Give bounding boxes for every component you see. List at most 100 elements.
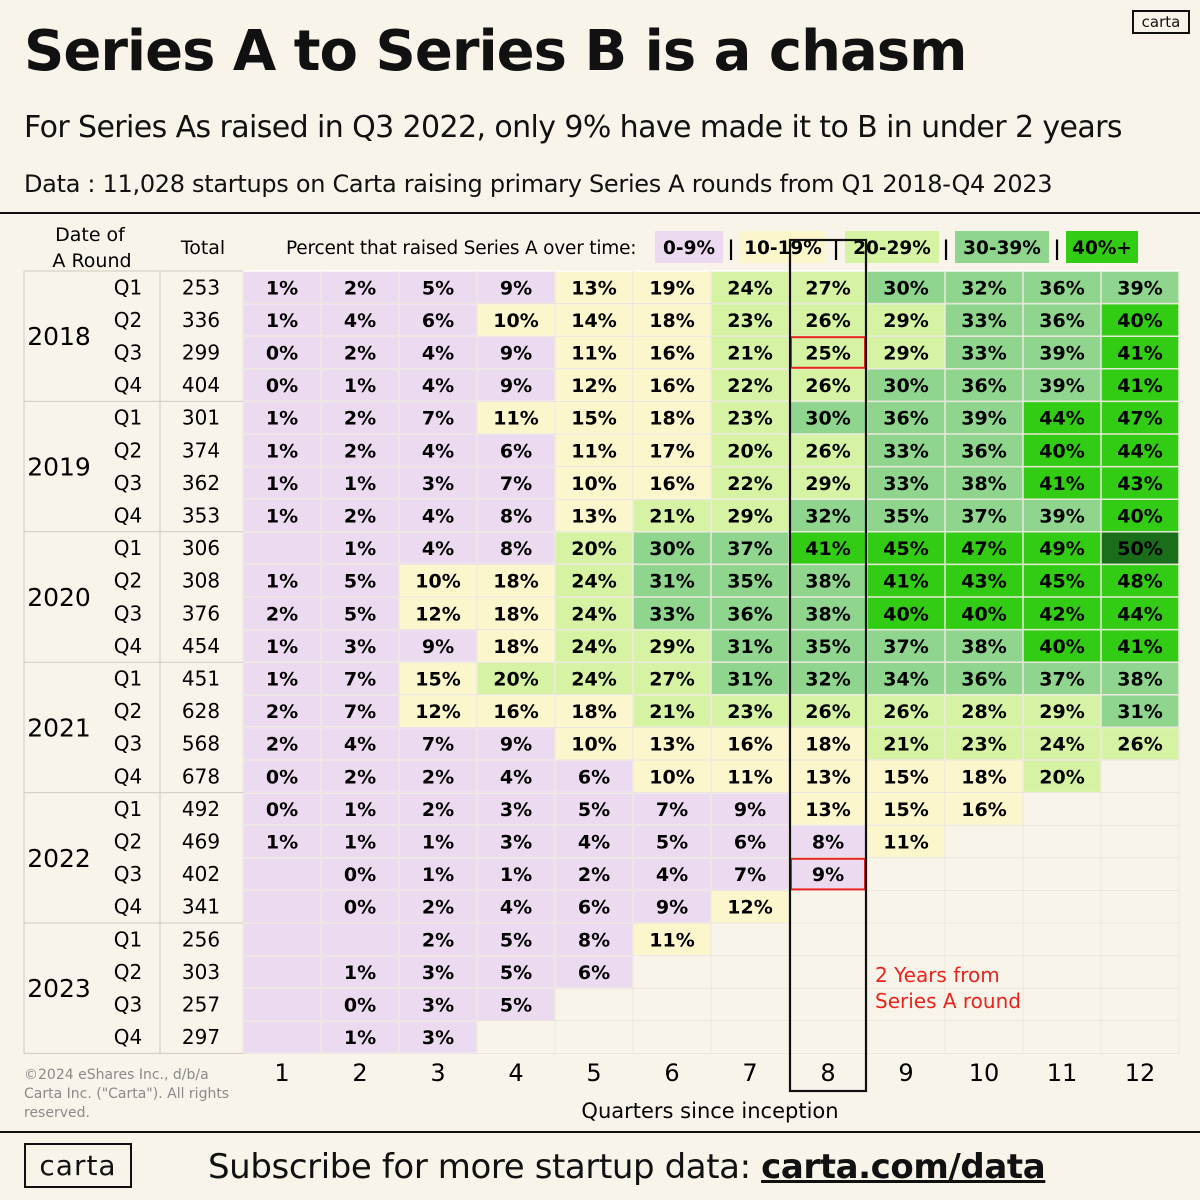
heatmap-cell-bg [555,662,633,695]
heatmap-cell-value: 32% [805,506,850,528]
heatmap-cell-bg [399,303,477,337]
heatmap-cell-value: 1% [266,473,298,495]
heatmap-cell-value: 7% [422,734,454,756]
heatmap-cell-bg [399,727,477,760]
heatmap-chart: Date of A Round Total Percent that raised S… [23,224,1180,1123]
heatmap-cell-value: 41% [1039,473,1084,495]
heatmap-cell-bg [633,531,711,565]
quarter-label: Q3 [114,601,142,625]
heatmap-cell-bg [399,401,477,434]
heatmap-cell-bg [399,629,477,663]
heatmap-cell-value: 12% [415,701,460,723]
quarter-label: Q3 [114,732,142,756]
x-axis-label: Quarters since inception [581,1099,838,1123]
heatmap-cell-value: 20% [571,538,616,560]
quarter-label: Q2 [114,308,142,332]
quarter-label: Q2 [114,438,142,462]
heatmap-cell-bg [633,368,711,402]
heatmap-cell-bg [399,825,477,858]
quarter-label: Q2 [114,830,142,854]
heatmap-cell-value: 20% [493,669,538,691]
heatmap-cell-bg [945,336,1023,369]
heatmap-cell-bg [867,531,945,565]
heatmap-cell-value: 29% [883,343,928,365]
heatmap-cell-value: 2% [344,506,376,528]
heatmap-cell-bg [399,466,477,500]
heatmap-cell-bg [1023,401,1101,434]
quarter-label: Q3 [114,471,142,495]
heatmap-cell-value: 5% [578,799,610,821]
heatmap-cell-bg [555,271,633,304]
heatmap-cell-bg [321,890,399,923]
heatmap-cell-value: 41% [1117,343,1162,365]
heatmap-cell-value: 24% [571,669,616,691]
heatmap-cell-bg [1101,336,1179,369]
heatmap-cell-bg [321,466,399,500]
heatmap-cell-bg [477,271,555,304]
heatmap-cell-bg [633,271,711,304]
subscribe-link[interactable]: carta.com/data [761,1147,1046,1187]
x-tick-label: 3 [430,1059,445,1087]
heatmap-cell-value: 12% [727,897,772,919]
heatmap-cell-value: 23% [727,701,772,723]
heatmap-cell-bg [711,303,789,337]
heatmap-cell-value: 18% [649,310,694,332]
heatmap-cell-bg [945,760,1023,793]
heatmap-cell-bg [477,434,555,467]
heatmap-cell-value: 43% [961,571,1006,593]
total-value: 253 [182,275,220,299]
heatmap-cell-value: 1% [266,669,298,691]
heatmap-cell-value: 12% [415,603,460,625]
heatmap-cell-value: 3% [500,832,532,854]
heatmap-cell-bg [555,694,633,728]
heatmap-cell-value: 3% [344,636,376,658]
heatmap-cell-bg [243,727,321,760]
legend-swatch [1066,231,1138,263]
total-value: 568 [182,732,220,756]
heatmap-cell-bg [633,662,711,695]
heatmap-cell-bg [789,466,867,500]
heatmap-cell-bg [477,760,555,793]
heatmap-cell-value: 0% [266,375,298,397]
heatmap-cell-bg [789,597,867,630]
heatmap-cell-value: 9% [500,734,532,756]
heatmap-cell-value: 1% [344,375,376,397]
year-label: 2022 [27,844,91,873]
heatmap-cell-value: 4% [344,734,376,756]
heatmap-cell-value: 1% [422,832,454,854]
heatmap-cell-value: 49% [1039,538,1084,560]
heatmap-cell-value: 13% [805,766,850,788]
heatmap-cell-value: 40% [883,603,928,625]
heatmap-cell-bg [789,662,867,695]
heatmap-cell-value: 36% [961,375,1006,397]
heatmap-cell-value: 31% [727,636,772,658]
heatmap-cell-value: 15% [883,799,928,821]
heatmap-cell-bg [321,499,399,532]
heatmap-cell-value: 8% [578,929,610,951]
heatmap-cell-value: 30% [805,408,850,430]
heatmap-cell-bg [633,303,711,337]
heatmap-cell-bg [1023,727,1101,760]
heatmap-cell-bg [399,890,477,923]
heatmap-cell-bg [711,727,789,760]
heatmap-cell-value: 32% [961,277,1006,299]
heatmap-cell-bg [1101,694,1179,728]
heatmap-cell-bg [789,629,867,663]
subscribe-line: Subscribe for more startup data: carta.c… [208,1141,1046,1193]
heatmap-cell-value: 44% [1117,603,1162,625]
heatmap-cell-bg [1101,597,1179,630]
heatmap-cell-value: 9% [656,897,688,919]
heatmap-cell-value: 9% [734,799,766,821]
heatmap-cell-bg [243,890,321,923]
heatmap-cell-bg [945,531,1023,565]
heatmap-cell-bg [477,955,555,989]
heatmap-cell-bg [711,531,789,565]
heatmap-cell-bg [633,857,711,891]
heatmap-cell-value: 2% [422,929,454,951]
heatmap-cell-value: 24% [727,277,772,299]
heatmap-cell-value: 26% [1117,734,1162,756]
heatmap-cell-bg [711,499,789,532]
heatmap-cell-value: 3% [500,799,532,821]
heatmap-cell-bg [633,923,711,956]
heatmap-cell-bg [243,531,321,565]
